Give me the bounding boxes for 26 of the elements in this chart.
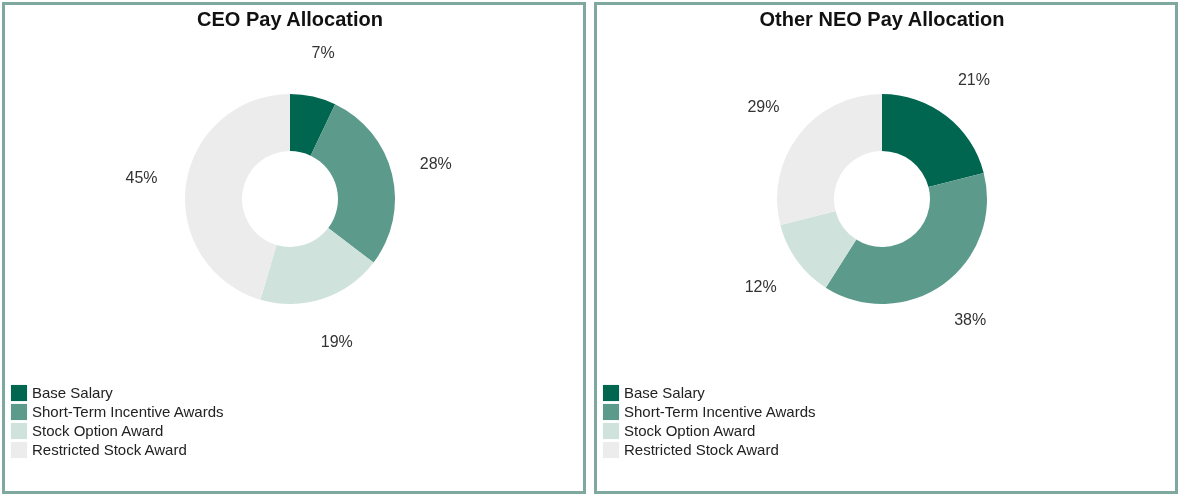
legend-label: Stock Option Award <box>624 422 756 439</box>
donut-slice <box>290 94 336 156</box>
data-label: 19% <box>320 332 353 350</box>
chart-title: Other NEO Pay Allocation <box>759 8 1005 30</box>
data-label: 12% <box>744 278 777 296</box>
legend-label: Base Salary <box>32 384 114 401</box>
donut-slice <box>310 104 395 263</box>
legend-label: Short-Term Incentive Awards <box>624 403 816 420</box>
data-label: 29% <box>747 98 780 116</box>
data-label: 7% <box>311 43 335 61</box>
donut-slice <box>185 94 290 300</box>
legend-label: Short-Term Incentive Awards <box>32 403 224 420</box>
donut-slice <box>825 172 987 304</box>
donut-slice <box>777 94 882 226</box>
legend-label: Restricted Stock Award <box>32 441 187 458</box>
donut-slice <box>260 228 374 304</box>
donut-slice <box>882 94 984 188</box>
donut-slice <box>780 210 857 288</box>
data-label: 28% <box>419 154 452 172</box>
data-label: 21% <box>957 71 990 89</box>
legend-label: Stock Option Award <box>32 422 164 439</box>
chart-title: CEO Pay Allocation <box>197 8 383 30</box>
data-label: 45% <box>125 168 158 186</box>
legend-label: Base Salary <box>624 384 706 401</box>
data-label: 38% <box>954 311 987 329</box>
legend-label: Restricted Stock Award <box>624 441 779 458</box>
